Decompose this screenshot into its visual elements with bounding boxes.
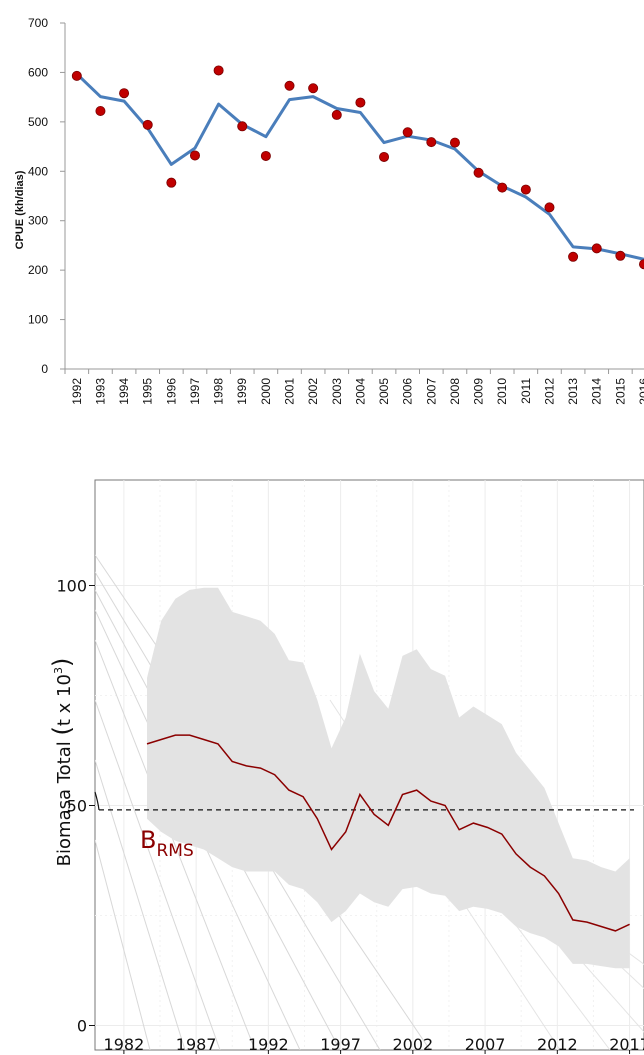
biomass-ylabel-paren-close: )	[48, 658, 76, 667]
biomass-ylabel-paren-open: (	[48, 726, 76, 735]
biomass-y-axis-label: Biomasa Total (t x 103)	[48, 658, 76, 867]
brms-label-sub: RMS	[156, 841, 193, 861]
biomass-y-axis-title: Biomasa Total (t x 103)	[48, 658, 76, 867]
biomass-panel: BRMS	[95, 480, 644, 1050]
biomass-ylabel-exp: 3	[52, 667, 65, 674]
biomass-x-tick-label: 1997	[320, 1035, 361, 1054]
biomass-x-tick-label: 2007	[465, 1035, 506, 1054]
biomass-ylabel-unit: t x 10	[54, 674, 75, 726]
biomass-x-tick-label: 2012	[537, 1035, 578, 1054]
biomass-ylabel-main: Biomasa Total	[54, 741, 75, 866]
biomass-x-tick-label: 1987	[176, 1035, 217, 1054]
biomass-x-tick-label: 1992	[248, 1035, 289, 1054]
biomass-x-tick-label: 2017	[609, 1035, 644, 1054]
brms-label-main: B	[140, 826, 156, 854]
biomass-x-tick-label: 2002	[392, 1035, 433, 1054]
biomass-y-tick-label: 100	[56, 577, 87, 596]
biomass-y-tick-label: 0	[77, 1017, 87, 1036]
biomass-x-tick-label: 1982	[104, 1035, 145, 1054]
